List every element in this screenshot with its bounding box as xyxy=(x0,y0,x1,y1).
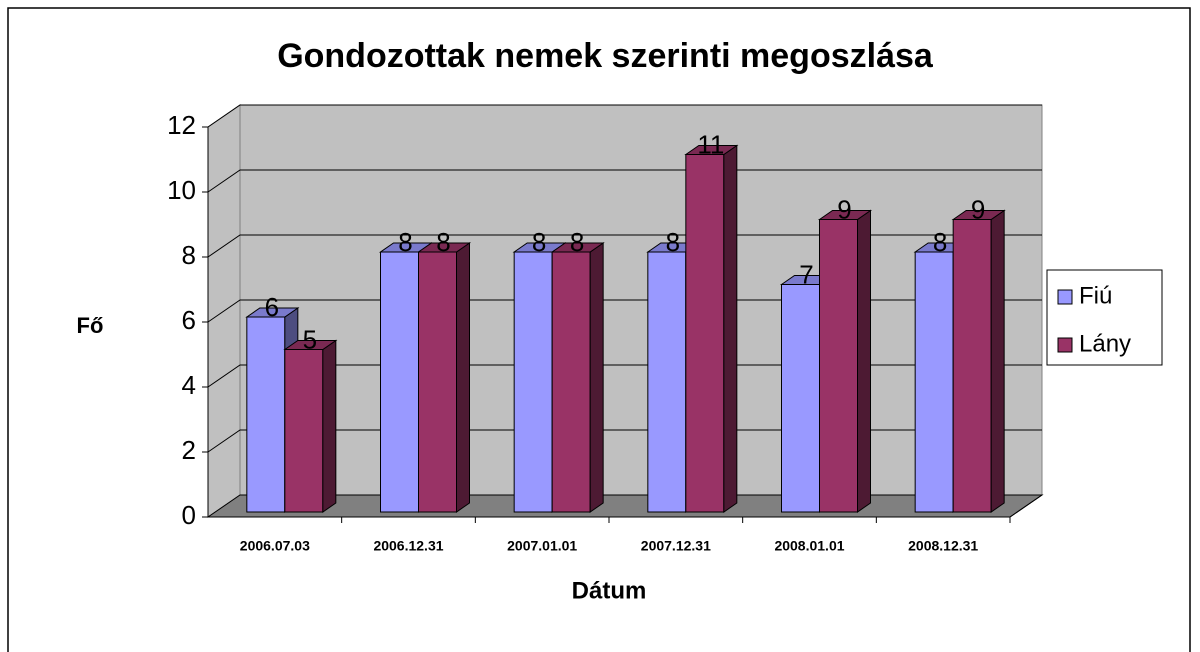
bar-side xyxy=(857,209,871,513)
bar-side xyxy=(322,339,337,513)
grid-line xyxy=(207,364,1042,388)
x-tick-label: 2008.12.31 xyxy=(908,538,978,554)
bar-top xyxy=(817,210,873,220)
legend-label: Lány xyxy=(1079,330,1131,357)
value-label: 8 xyxy=(570,227,584,257)
bar-front xyxy=(246,316,286,513)
bar xyxy=(416,242,472,513)
bar-front xyxy=(914,251,954,513)
bar-side xyxy=(990,209,1005,513)
bar-front xyxy=(418,251,457,513)
bar-front xyxy=(284,349,324,513)
bar xyxy=(951,209,1006,513)
value-label: 9 xyxy=(837,194,851,224)
bar xyxy=(684,144,739,513)
y-tick-label: 2 xyxy=(182,435,196,465)
legend-label: Fiú xyxy=(1079,282,1112,309)
y-tick-label: 4 xyxy=(182,370,196,400)
y-tick-label: 10 xyxy=(167,175,196,205)
value-label: 8 xyxy=(398,227,412,257)
bar-top xyxy=(283,340,338,350)
value-label: 9 xyxy=(971,194,985,224)
bar-front xyxy=(952,219,992,513)
floor-edge xyxy=(1009,494,1043,518)
x-axis-label: Dátum xyxy=(572,577,647,604)
bar-front xyxy=(647,251,687,513)
bar-side xyxy=(589,242,604,513)
x-tick-label: 2007.01.01 xyxy=(507,538,577,554)
x-tick-label: 2008.01.01 xyxy=(774,538,844,554)
bar-side xyxy=(723,144,738,513)
bar-front xyxy=(685,154,725,513)
bar-front xyxy=(551,251,591,513)
legend-swatch xyxy=(1057,337,1073,353)
value-label: 6 xyxy=(265,292,279,322)
bar-front xyxy=(380,251,419,513)
bar xyxy=(550,242,605,513)
x-tick-label: 2006.12.31 xyxy=(373,538,443,554)
x-tick-label: 2007.12.31 xyxy=(641,538,711,554)
bar-front xyxy=(513,251,553,513)
bar-front xyxy=(781,284,820,513)
bar xyxy=(817,209,873,513)
grid-line xyxy=(207,169,1042,193)
grid-line xyxy=(207,429,1042,453)
value-label: 8 xyxy=(436,227,450,257)
bar-top xyxy=(245,307,300,318)
bar-top xyxy=(684,145,739,155)
value-label: 8 xyxy=(933,227,947,257)
value-label: 7 xyxy=(799,259,813,289)
x-tick-label: 2006.07.03 xyxy=(240,538,310,554)
bar-front xyxy=(819,219,858,513)
y-tick-label: 12 xyxy=(167,110,196,140)
bar-top xyxy=(550,242,605,253)
bar-top xyxy=(416,242,472,253)
y-tick-label: 6 xyxy=(182,305,196,335)
y-tick-label: 0 xyxy=(182,500,196,530)
bar-side xyxy=(456,242,470,513)
value-label: 11 xyxy=(697,129,724,159)
legend-swatch xyxy=(1057,289,1073,305)
bar xyxy=(283,339,338,513)
grid-line xyxy=(207,104,1042,128)
y-axis-label: Fő xyxy=(77,313,104,338)
grid-line xyxy=(207,299,1042,323)
value-label: 8 xyxy=(666,227,680,257)
value-label: 8 xyxy=(532,227,546,257)
chart-title: Gondozottak nemek szerinti megoszlása xyxy=(277,37,934,75)
y-tick-label: 8 xyxy=(182,240,196,270)
grid-line xyxy=(207,234,1042,258)
bar-top xyxy=(951,210,1006,220)
value-label: 5 xyxy=(303,324,317,354)
